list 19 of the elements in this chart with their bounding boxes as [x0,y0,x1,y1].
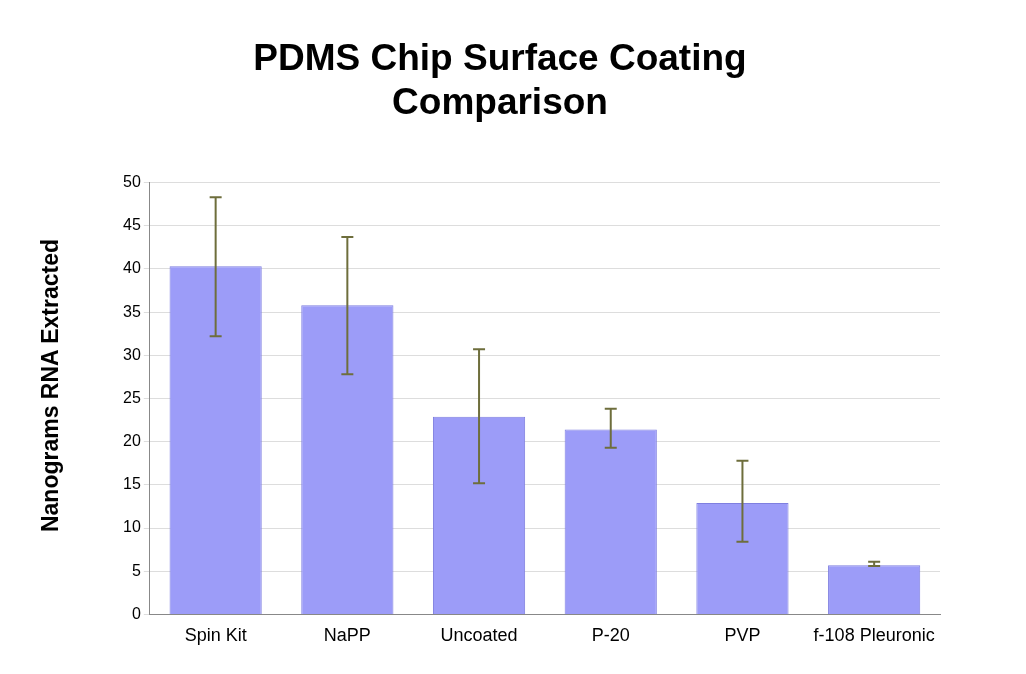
y-tick-label: 0 [131,604,141,622]
y-tick-label: 45 [123,216,141,234]
x-tick-label: f-108 Pleuronic [813,625,935,646]
x-tick-label: NaPP [323,625,371,646]
chart-title: PDMS Chip Surface Coating Comparison [252,36,748,124]
y-tick-label: 30 [123,345,141,363]
y-tick-label: 25 [123,388,141,406]
y-axis-title: Nanograms RNA Extracted [36,237,64,535]
y-tick-label: 50 [123,173,141,191]
y-tick-label: 5 [131,561,141,579]
y-tick-label: 40 [123,259,141,277]
y-tick-label: 10 [123,518,141,536]
y-tick-label: 20 [123,432,141,450]
x-tick-label: Spin Kit [184,625,247,646]
x-tick-label: PVP [724,625,761,646]
y-tick-label: 35 [123,302,141,320]
x-tick-label: P-20 [591,625,630,646]
y-tick-label: 15 [123,475,141,493]
x-tick-label: Uncoated [440,625,518,646]
